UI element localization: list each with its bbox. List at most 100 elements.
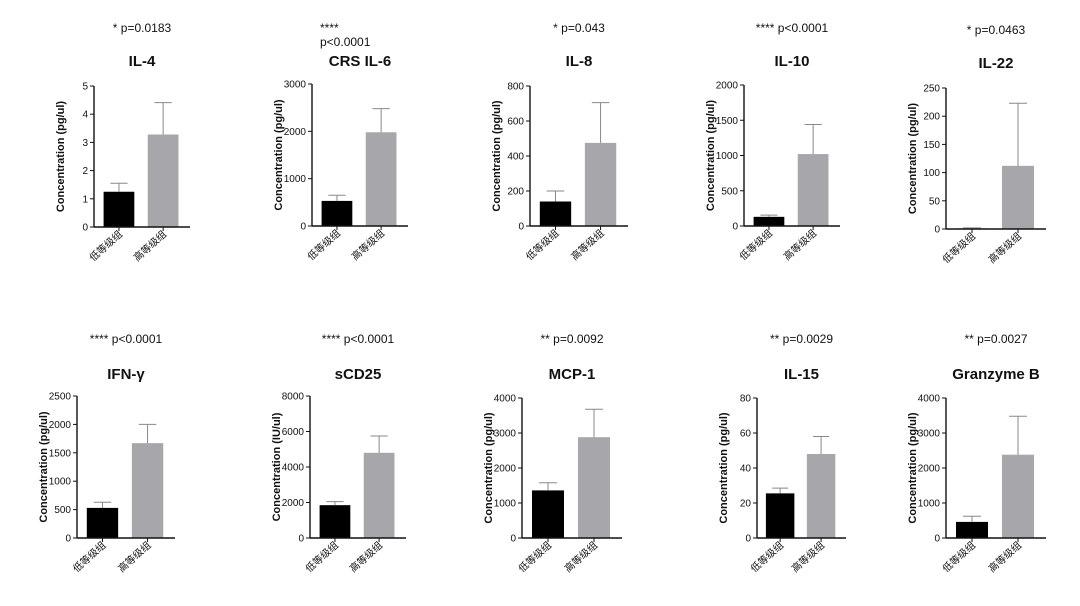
chart-title: IL-8 — [566, 53, 593, 70]
x-tick-label: 低等级组 — [940, 539, 978, 575]
x-tick-label: 低等级组 — [305, 227, 343, 263]
y-tick-label: 2000 — [49, 420, 72, 431]
chart-panel-3: * p=0.043 IL-8 Concentration (pg/ul) 0 200 40… — [491, 21, 628, 263]
p-value-label: **** p<0.0001 — [756, 21, 829, 35]
x-tick-label: 高等级组 — [349, 227, 387, 263]
chart-panel-10: ** p=0.0027 Granzyme B Concentration (pg/u… — [907, 332, 1046, 575]
x-tick-label: 高等级组 — [568, 227, 606, 263]
p-value-label: **** p<0.0001 — [322, 332, 395, 346]
y-tick-label: 6000 — [282, 427, 305, 438]
x-tick-label: 高等级组 — [115, 539, 153, 575]
y-tick-label: 1000 — [494, 499, 517, 510]
chart-title: IL-15 — [784, 366, 819, 383]
y-tick-label: 8000 — [282, 392, 305, 403]
y-axis-label: Concentration (pg/ul) — [907, 412, 919, 524]
y-tick-label: 500 — [721, 186, 738, 197]
y-tick-label: 1000 — [284, 174, 307, 185]
y-tick-label: 250 — [923, 84, 940, 95]
p-value-label: **** — [320, 21, 339, 35]
chart-panel-6: **** p<0.0001 IFN-γ Concentration (pg/ul) 0… — [38, 332, 175, 575]
chart-panel-5: * p=0.0463 IL-22 Concentration (pg/ul) 0 50 1… — [907, 23, 1046, 266]
bar-low-grade — [103, 191, 135, 227]
y-tick-label: 80 — [740, 394, 752, 405]
y-tick-label: 200 — [507, 187, 524, 198]
chart-title: IFN-γ — [107, 366, 145, 383]
x-tick-label: 高等级组 — [781, 227, 819, 263]
y-tick-label: 2500 — [49, 392, 72, 403]
bar-low-grade — [753, 216, 785, 226]
y-tick-label: 500 — [54, 505, 71, 516]
bar-high-grade — [797, 154, 829, 226]
y-tick-label: 0 — [934, 534, 940, 545]
p-value-label: ** p=0.0027 — [964, 332, 1027, 346]
y-tick-label: 0 — [934, 225, 940, 236]
y-tick-label: 0 — [510, 534, 516, 545]
y-tick-label: 2000 — [918, 464, 941, 475]
x-tick-label: 低等级组 — [87, 228, 125, 264]
y-tick-label: 0 — [82, 223, 88, 234]
y-tick-label: 1000 — [918, 499, 941, 510]
chart-panel-8: ** p=0.0092 MCP-1 Concentration (pg/ul) 0 10… — [483, 332, 622, 575]
y-axis-label: Concentration (IU/ul) — [271, 412, 283, 521]
chart-panel-4: **** p<0.0001 IL-10 Concentration (pg/ul) 0… — [705, 21, 840, 263]
p-value-label: * p=0.043 — [553, 21, 605, 35]
y-tick-label: 100 — [923, 168, 940, 179]
y-tick-label: 2000 — [716, 81, 739, 92]
y-tick-label: 1500 — [716, 116, 739, 127]
y-tick-label: 0 — [300, 222, 306, 233]
chart-title: CRS IL-6 — [329, 53, 392, 70]
chart-title: IL-4 — [129, 53, 156, 70]
bar-high-grade — [806, 454, 836, 538]
bar-high-grade — [147, 134, 179, 227]
y-tick-label: 0 — [518, 222, 524, 233]
chart-title: MCP-1 — [549, 366, 596, 383]
p-value-label: * p=0.0463 — [967, 23, 1026, 37]
bar-low-grade — [321, 200, 353, 226]
y-tick-label: 3000 — [918, 429, 941, 440]
y-tick-label: 3000 — [494, 429, 517, 440]
x-tick-label: 低等级组 — [940, 230, 978, 266]
bar-high-grade — [131, 443, 164, 538]
y-tick-label: 5 — [82, 82, 88, 93]
x-tick-label: 低等级组 — [516, 539, 554, 575]
x-tick-label: 高等级组 — [986, 230, 1024, 266]
x-tick-label: 高等级组 — [131, 228, 169, 264]
bar-high-grade — [365, 132, 397, 226]
y-axis-label: Concentration (pg/ul) — [907, 103, 919, 215]
bar-high-grade — [1002, 165, 1034, 229]
chart-title: Granzyme B — [952, 366, 1040, 383]
bar-high-grade — [1002, 454, 1034, 538]
y-tick-label: 400 — [507, 152, 524, 163]
chart-title: IL-10 — [774, 53, 809, 70]
y-tick-label: 2000 — [494, 464, 517, 475]
y-tick-label: 50 — [929, 196, 941, 207]
y-tick-label: 0 — [732, 222, 738, 233]
bar-low-grade — [956, 521, 988, 538]
bar-high-grade — [578, 437, 610, 538]
y-tick-label: 1 — [82, 194, 88, 205]
y-axis-label: Concentration (pg/ul) — [718, 412, 730, 524]
y-tick-label: 3 — [82, 138, 88, 149]
x-tick-label: 高等级组 — [789, 539, 827, 575]
bar-low-grade — [532, 490, 564, 538]
y-tick-label: 2 — [82, 166, 88, 177]
y-tick-label: 0 — [65, 534, 71, 545]
y-axis-label: Concentration (pg/ul) — [705, 100, 717, 212]
x-tick-label: 高等级组 — [562, 539, 600, 575]
y-tick-label: 4000 — [282, 463, 305, 474]
p-value-label: ** p=0.0092 — [540, 332, 603, 346]
y-tick-label: 60 — [740, 429, 752, 440]
y-tick-label: 3000 — [284, 80, 307, 91]
y-axis-label: Concentration (pg/ul) — [55, 101, 67, 213]
p-value-label: p<0.0001 — [320, 35, 371, 49]
y-tick-label: 2000 — [284, 127, 307, 138]
x-tick-label: 低等级组 — [70, 539, 108, 575]
x-tick-label: 低等级组 — [523, 227, 561, 263]
p-value-label: * p=0.0183 — [113, 21, 172, 35]
y-tick-label: 4000 — [494, 394, 517, 405]
y-axis-label: Concentration (pg/ul) — [491, 100, 503, 212]
x-tick-label: 高等级组 — [986, 539, 1024, 575]
bar-low-grade — [539, 201, 572, 226]
x-tick-label: 低等级组 — [303, 539, 341, 575]
